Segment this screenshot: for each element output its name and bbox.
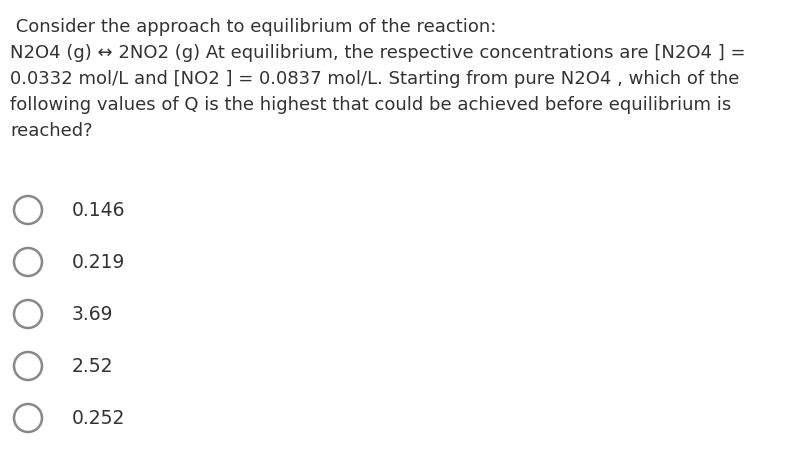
Text: Consider the approach to equilibrium of the reaction:: Consider the approach to equilibrium of … <box>10 17 496 35</box>
Text: 0.252: 0.252 <box>72 408 125 428</box>
Text: 0.0332 mol/L and [NO2 ] = 0.0837 mol/L. Starting from pure N2O4 , which of the: 0.0332 mol/L and [NO2 ] = 0.0837 mol/L. … <box>10 69 739 87</box>
Text: 2.52: 2.52 <box>72 356 114 376</box>
Text: reached?: reached? <box>10 121 92 140</box>
Text: 3.69: 3.69 <box>72 304 114 323</box>
Text: N2O4 (g) ↔ 2NO2 (g) At equilibrium, the respective concentrations are [N2O4 ] =: N2O4 (g) ↔ 2NO2 (g) At equilibrium, the … <box>10 43 746 61</box>
Text: 0.219: 0.219 <box>72 253 125 271</box>
Text: 0.146: 0.146 <box>72 201 125 219</box>
Text: following values of Q is the highest that could be achieved before equilibrium i: following values of Q is the highest tha… <box>10 95 731 113</box>
